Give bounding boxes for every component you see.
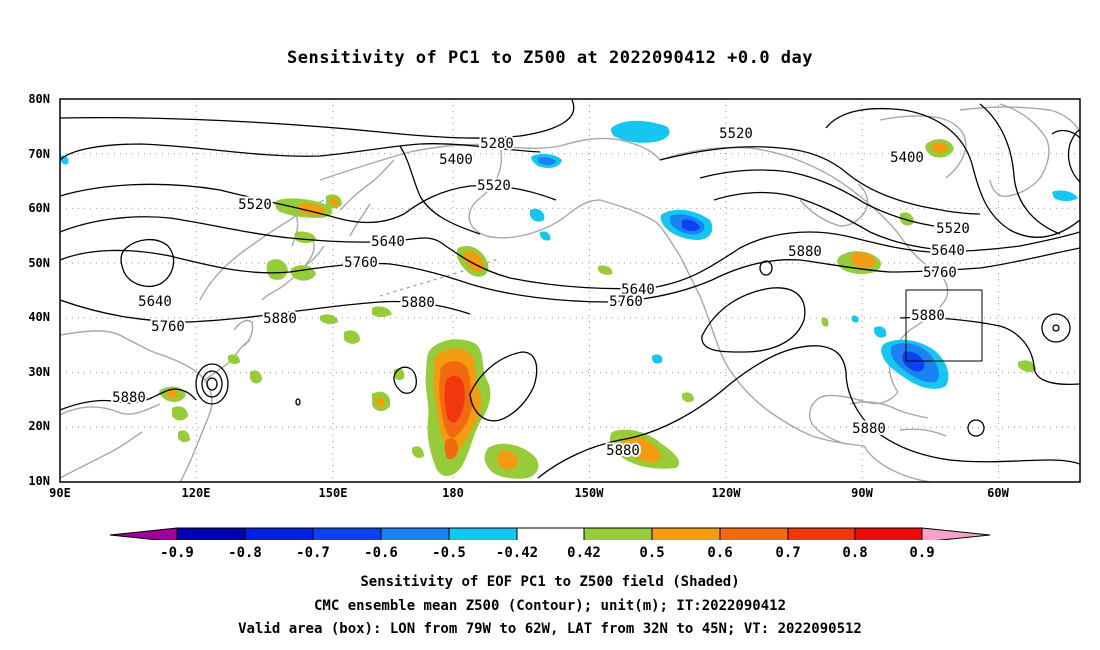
negative-sensitivity-shading bbox=[60, 120, 1078, 389]
coastlines bbox=[60, 103, 1080, 482]
colorbar-swatch bbox=[449, 528, 517, 540]
lat-label: 80N bbox=[28, 92, 50, 106]
caption-line: Valid area (box): LON from 79W to 62W, L… bbox=[238, 621, 862, 637]
contour-label: 5880 bbox=[403, 295, 437, 311]
colorbar-swatch bbox=[313, 528, 381, 540]
colorbar-label: -0.8 bbox=[228, 545, 262, 561]
lat-label: 30N bbox=[28, 365, 50, 379]
contour-label: 5880 bbox=[788, 244, 822, 260]
contour-label: 5520 bbox=[238, 197, 272, 213]
colorbar-swatch bbox=[177, 528, 245, 540]
colorbar bbox=[109, 527, 991, 540]
colorbar-label: -0.42 bbox=[495, 545, 539, 561]
lon-label: 120W bbox=[711, 486, 741, 500]
caption-line: Sensitivity of EOF PC1 to Z500 field (Sh… bbox=[360, 574, 740, 590]
contour-label: 5640 bbox=[371, 234, 405, 250]
contour-label: 5880 bbox=[112, 390, 146, 406]
lat-label: 10N bbox=[28, 474, 50, 488]
lon-label: 180 bbox=[442, 486, 464, 500]
contour-label: 5760 bbox=[609, 294, 643, 310]
colorbar-label: 0.9 bbox=[909, 545, 935, 561]
colorbar-swatch bbox=[110, 528, 177, 540]
lat-label: 50N bbox=[28, 256, 50, 270]
lon-label: 90W bbox=[851, 486, 873, 500]
colorbar-label: -0.9 bbox=[160, 545, 194, 561]
lon-label: 60W bbox=[987, 486, 1009, 500]
colorbar-swatch bbox=[584, 528, 652, 540]
colorbar-swatch bbox=[788, 528, 855, 540]
lon-label: 150W bbox=[574, 486, 604, 500]
lat-label: 40N bbox=[28, 310, 50, 324]
caption-line: CMC ensemble mean Z500 (Contour); unit(m… bbox=[313, 598, 786, 614]
colorbar-label: 0.8 bbox=[842, 545, 868, 561]
contour-label: 5640 bbox=[931, 243, 965, 259]
lon-label: 90E bbox=[49, 486, 71, 500]
grid-lines bbox=[60, 99, 1080, 482]
contour-label: 5760 bbox=[151, 319, 185, 335]
colorbar-swatch bbox=[381, 528, 449, 540]
contour-label: 5760 bbox=[923, 265, 957, 281]
colorbar-swatch bbox=[245, 528, 313, 540]
colorbar-label: 0.42 bbox=[567, 545, 601, 561]
contour-label: 5520 bbox=[719, 126, 753, 142]
colorbar-label: -0.6 bbox=[364, 545, 398, 561]
colorbar-label: -0.7 bbox=[296, 545, 330, 561]
contour-label: 5880 bbox=[911, 308, 945, 324]
contour-label: 5400 bbox=[890, 150, 924, 166]
contour-label: 5640 bbox=[621, 282, 655, 298]
colorbar-swatch bbox=[922, 528, 990, 540]
contour-label: 5640 bbox=[138, 294, 172, 310]
lat-label: 20N bbox=[28, 419, 50, 433]
contour-label: 5880 bbox=[606, 443, 640, 459]
contour-label: 5880 bbox=[852, 421, 886, 437]
colorbar-label: 0.6 bbox=[707, 545, 733, 561]
valid-area-box bbox=[905, 289, 983, 362]
lon-label: 120E bbox=[181, 486, 211, 500]
colorbar-swatch bbox=[517, 528, 584, 540]
contour-labels: 5280 5400 5520 5520 5640 5760 5640 5760 … bbox=[110, 124, 972, 461]
contour-label: 5880 bbox=[263, 311, 297, 327]
map-svg: 5280 5400 5520 5520 5640 5760 5640 5760 … bbox=[59, 98, 1081, 540]
lon-label: 150E bbox=[318, 486, 348, 500]
lat-label: 60N bbox=[28, 201, 50, 215]
z500-contours bbox=[60, 99, 1080, 479]
contour-label: 5400 bbox=[439, 152, 473, 168]
map-title: Sensitivity of PC1 to Z500 at 2022090412… bbox=[286, 48, 813, 68]
colorbar-label: 0.5 bbox=[639, 545, 665, 561]
contour-label: 5760 bbox=[344, 255, 378, 271]
contour-label: 5880 bbox=[401, 295, 435, 311]
plot-frame bbox=[59, 98, 1081, 483]
lat-label: 70N bbox=[28, 147, 50, 161]
contour-label: 5520 bbox=[477, 178, 511, 194]
contour-label: 5520 bbox=[936, 221, 970, 237]
colorbar-label: 0.7 bbox=[775, 545, 801, 561]
contour-label: 5280 bbox=[480, 136, 514, 152]
positive-sensitivity-shading bbox=[159, 139, 1036, 479]
colorbar-label: -0.5 bbox=[432, 545, 466, 561]
colorbar-swatch bbox=[855, 528, 922, 540]
colorbar-swatch bbox=[652, 528, 720, 540]
colorbar-swatch bbox=[720, 528, 788, 540]
